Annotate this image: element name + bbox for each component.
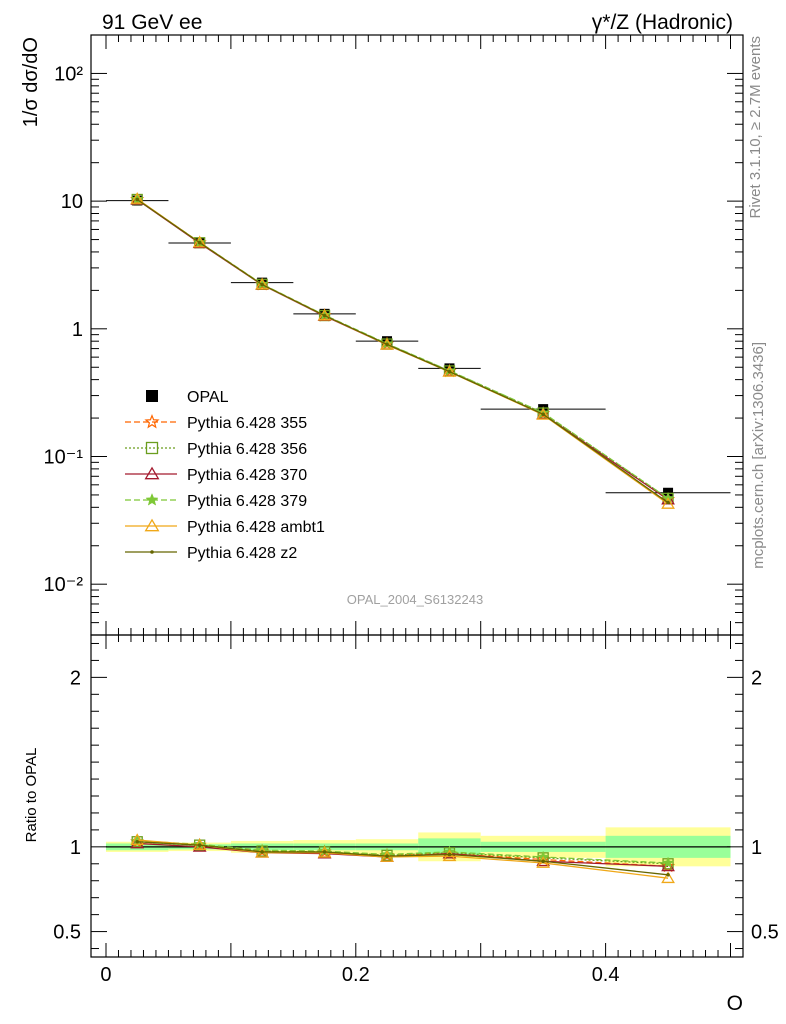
ratio-series-point: [442, 846, 457, 859]
series-point: [385, 342, 389, 347]
legend-label: Pythia 6.428 ambt1: [187, 519, 325, 536]
ratio-series-point: [130, 833, 145, 845]
header-left: 91 GeV ee: [102, 11, 202, 34]
series-point: [317, 308, 332, 321]
y-tick-label: 10: [61, 191, 83, 213]
legend: OPAL Pythia 6.428 355 Pythia 6.428 356 Pyth…: [125, 389, 325, 562]
series-point: [135, 197, 140, 202]
watermark: OPAL_2004_S6132243: [347, 592, 483, 607]
series-point: [442, 365, 457, 377]
legend-marker: [150, 550, 154, 554]
x-tick-label: 0.4: [592, 964, 620, 986]
series-line: [136, 198, 669, 504]
y-tick-label-right: 1: [751, 837, 762, 859]
legend-label: Pythia 6.428 370: [187, 467, 307, 484]
legend-label: OPAL: [187, 389, 229, 406]
ratio-series-line: [137, 841, 669, 876]
series-point: [661, 497, 675, 509]
legend-marker: [146, 390, 158, 402]
legend-marker: [144, 466, 160, 480]
ratio-series-point: [447, 852, 452, 857]
legend-marker: [145, 441, 159, 455]
y-tick-label: 10²: [54, 63, 83, 85]
x-tick-label: 0.2: [342, 964, 370, 986]
ratio-series-point: [385, 854, 389, 858]
y-tick-label-right: 0.5: [751, 922, 779, 944]
series-point: [380, 337, 394, 350]
header-right: γ*/Z (Hadronic): [592, 11, 733, 34]
ratio-y-axis-label: Ratio to OPAL: [23, 748, 40, 843]
ratio-series-point: [536, 856, 551, 868]
legend-label: Pythia 6.428 355: [187, 415, 307, 432]
ratio-series-line: [137, 840, 669, 864]
ratio-series-point: [661, 856, 675, 869]
series-point: [666, 500, 670, 505]
ratio-series-point: [666, 873, 670, 877]
x-axis-label: O: [727, 992, 743, 1015]
ratio-series-point: [260, 850, 264, 854]
legend-marker: [145, 492, 159, 506]
ratio-frame: [90, 634, 744, 958]
rivet-label: Rivet 3.1.10, ≥ 2.7M events: [747, 36, 764, 219]
series-point: [322, 313, 327, 318]
series-point: [447, 369, 452, 374]
series-point: [255, 277, 270, 290]
series-point: [197, 240, 202, 245]
main-panel: 10⁻² 10⁻¹ 1 10 10²: [44, 34, 744, 636]
series-point: [536, 408, 551, 420]
series-point: [192, 235, 207, 248]
ratio-series-point: [197, 843, 202, 847]
series-point: [130, 192, 145, 204]
y-tick-label-right: 2: [751, 667, 762, 689]
ratio-panel: 0 0.2 0.4 0.5 0.5 1 1 2 2: [53, 634, 779, 986]
mcplots-label: mcplots.cern.ch [arXiv:1306.3436]: [750, 342, 767, 569]
legend-label: Pythia 6.428 356: [187, 441, 307, 458]
ratio-series-point: [541, 859, 545, 864]
y-tick-label: 10⁻¹: [44, 447, 84, 469]
series-point: [260, 282, 264, 287]
ratio-series-point: [322, 850, 327, 854]
y-tick-label: 1: [72, 319, 83, 341]
series-point: [541, 412, 545, 417]
ratio-series-point: [135, 839, 140, 844]
y-tick-label: 1: [70, 837, 81, 859]
x-tick-label: 0: [100, 964, 111, 986]
legend-marker: [144, 414, 160, 429]
legend-label: Pythia 6.428 379: [187, 493, 307, 510]
ratio-series-point: [442, 849, 457, 862]
y-tick-label: 0.5: [53, 922, 81, 944]
legend-label: Pythia 6.428 z2: [187, 545, 297, 562]
y-tick-label: 2: [70, 667, 81, 689]
legend-marker: [144, 518, 160, 532]
main-y-axis-label: 1/σ dσ/dO: [20, 37, 42, 127]
y-tick-label: 10⁻²: [44, 574, 84, 596]
ratio-series-point: [661, 871, 675, 884]
